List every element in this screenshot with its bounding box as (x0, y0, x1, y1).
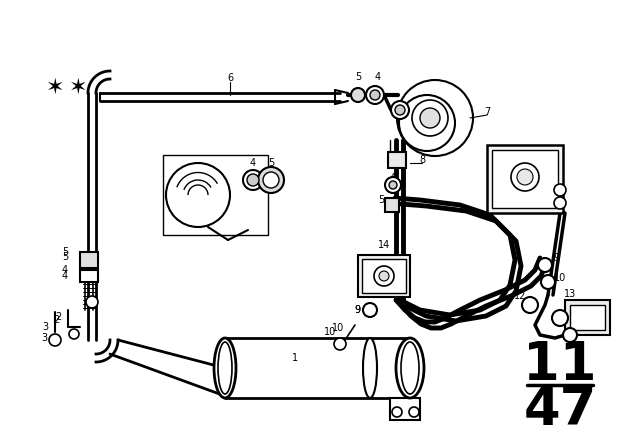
Bar (362, 259, 406, 293)
Circle shape (420, 108, 440, 128)
Bar (487, 145, 563, 213)
Text: 9: 9 (354, 305, 360, 315)
Text: 4: 4 (375, 72, 381, 82)
Circle shape (397, 80, 473, 156)
Text: 4: 4 (390, 173, 396, 183)
Circle shape (517, 169, 533, 185)
Circle shape (395, 105, 405, 115)
Circle shape (86, 296, 98, 308)
Circle shape (522, 297, 538, 313)
Bar (565, 300, 610, 335)
Text: 1': 1' (578, 327, 586, 337)
Text: 2: 2 (55, 312, 61, 322)
Circle shape (554, 197, 566, 209)
Text: 5: 5 (378, 195, 384, 205)
Text: 4: 4 (62, 265, 68, 275)
Text: 4: 4 (62, 271, 68, 281)
Text: 12: 12 (514, 291, 526, 301)
Bar (358, 255, 410, 297)
Circle shape (166, 163, 230, 227)
Text: 10: 10 (554, 273, 566, 283)
Circle shape (69, 329, 79, 339)
Bar (385, 198, 399, 212)
Text: 11: 11 (524, 339, 596, 391)
Text: 5: 5 (61, 252, 68, 262)
Circle shape (351, 88, 365, 102)
Circle shape (511, 163, 539, 191)
Circle shape (258, 167, 284, 193)
Text: 5: 5 (61, 247, 68, 257)
Text: 1: 1 (292, 353, 298, 363)
Circle shape (243, 170, 263, 190)
Circle shape (385, 177, 401, 193)
Circle shape (399, 95, 455, 151)
Ellipse shape (218, 342, 232, 394)
Text: ✶: ✶ (45, 78, 64, 98)
Circle shape (389, 181, 397, 189)
Bar (388, 152, 406, 168)
Circle shape (263, 172, 279, 188)
Circle shape (391, 101, 409, 119)
Circle shape (247, 174, 259, 186)
Text: ✶: ✶ (68, 78, 87, 98)
Circle shape (541, 275, 555, 289)
Circle shape (554, 184, 566, 196)
Bar (80, 270, 98, 282)
Text: 9: 9 (354, 305, 360, 315)
Text: 47: 47 (524, 384, 596, 436)
Text: 7: 7 (484, 107, 490, 117)
Circle shape (392, 407, 402, 417)
Text: 10: 10 (324, 327, 336, 337)
Circle shape (363, 303, 377, 317)
Text: 5: 5 (268, 158, 274, 168)
Circle shape (552, 310, 568, 326)
Circle shape (538, 258, 552, 272)
Bar (390, 398, 420, 420)
Text: 14: 14 (378, 240, 390, 250)
Circle shape (374, 266, 394, 286)
Circle shape (412, 100, 448, 136)
Text: 2: 2 (53, 315, 59, 325)
Text: 12: 12 (566, 307, 578, 317)
Bar (492, 150, 558, 208)
Text: 3: 3 (42, 322, 48, 332)
Circle shape (379, 271, 389, 281)
Circle shape (409, 407, 419, 417)
Text: 9: 9 (553, 253, 559, 263)
Ellipse shape (363, 338, 377, 398)
Circle shape (366, 86, 384, 104)
Bar (570, 305, 605, 330)
Text: 10: 10 (332, 323, 344, 333)
Ellipse shape (214, 338, 236, 398)
Text: 5: 5 (355, 72, 361, 82)
Text: 13: 13 (564, 289, 576, 299)
Circle shape (370, 90, 380, 100)
Ellipse shape (396, 338, 424, 398)
Text: 3: 3 (41, 333, 47, 343)
Text: 4: 4 (250, 158, 256, 168)
Circle shape (334, 338, 346, 350)
Bar (80, 252, 98, 268)
Circle shape (563, 328, 577, 342)
Ellipse shape (401, 342, 419, 394)
Text: 8: 8 (419, 155, 425, 165)
Bar (163, 155, 268, 235)
Circle shape (49, 334, 61, 346)
Text: 6: 6 (227, 73, 233, 83)
